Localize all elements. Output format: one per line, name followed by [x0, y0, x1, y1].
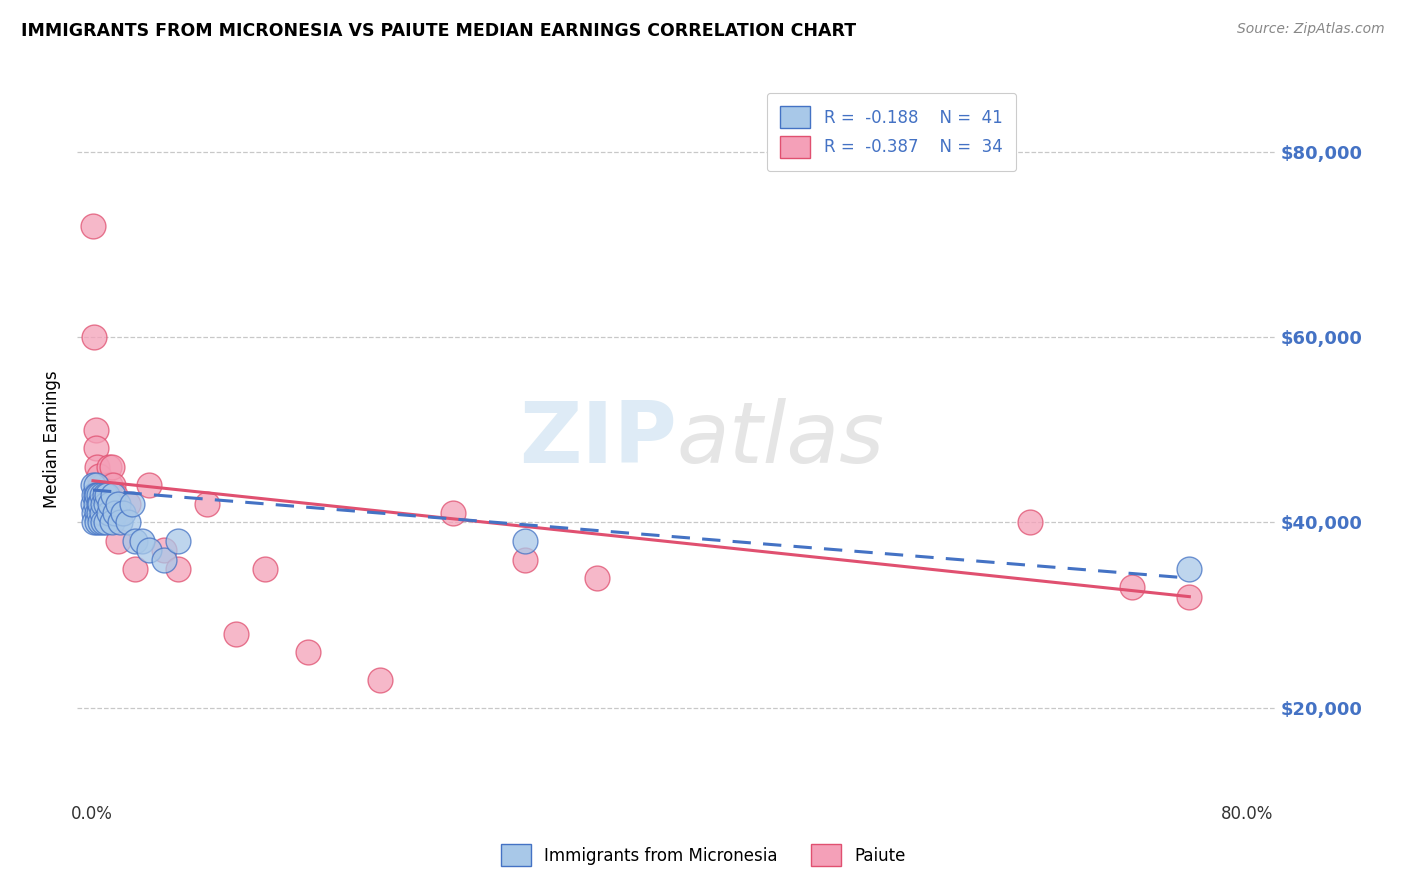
Point	[94, 488, 117, 502]
Legend: R =  -0.188    N =  41, R =  -0.387    N =  34: R = -0.188 N = 41, R = -0.387 N = 34	[768, 93, 1017, 171]
Y-axis label: Median Earnings: Median Earnings	[44, 370, 60, 508]
Point	[586, 571, 609, 585]
Point	[97, 459, 120, 474]
Text: IMMIGRANTS FROM MICRONESIA VS PAIUTE MEDIAN EARNINGS CORRELATION CHART: IMMIGRANTS FROM MICRONESIA VS PAIUTE MED…	[21, 22, 856, 40]
Point	[152, 552, 174, 566]
Point	[87, 506, 110, 520]
Point	[138, 543, 160, 558]
Point	[86, 506, 108, 520]
Point	[84, 497, 107, 511]
Point	[103, 478, 125, 492]
Point	[124, 534, 146, 549]
Point	[89, 516, 111, 530]
Point	[82, 497, 104, 511]
Text: Source: ZipAtlas.com: Source: ZipAtlas.com	[1237, 22, 1385, 37]
Point	[117, 497, 139, 511]
Point	[225, 626, 247, 640]
Point	[100, 516, 122, 530]
Point	[124, 562, 146, 576]
Point	[110, 506, 132, 520]
Point	[110, 516, 132, 530]
Point	[86, 488, 108, 502]
Point	[253, 562, 276, 576]
Point	[97, 506, 120, 520]
Point	[138, 478, 160, 492]
Point	[131, 534, 153, 549]
Point	[91, 516, 114, 530]
Point	[117, 516, 139, 530]
Point	[83, 516, 105, 530]
Point	[107, 497, 129, 511]
Point	[370, 673, 392, 687]
Point	[83, 506, 105, 520]
Point	[98, 497, 121, 511]
Point	[84, 478, 107, 492]
Point	[107, 534, 129, 549]
Point	[90, 488, 112, 502]
Point	[104, 488, 127, 502]
Point	[90, 488, 112, 502]
Point	[167, 534, 190, 549]
Point	[87, 488, 110, 502]
Point	[94, 497, 117, 511]
Point	[89, 478, 111, 492]
Point	[112, 506, 135, 520]
Point	[83, 330, 105, 344]
Point	[82, 478, 104, 492]
Point	[1178, 562, 1201, 576]
Point	[121, 497, 143, 511]
Point	[86, 459, 108, 474]
Point	[82, 219, 104, 233]
Legend: Immigrants from Micronesia, Paiute: Immigrants from Micronesia, Paiute	[488, 831, 918, 880]
Point	[1178, 590, 1201, 604]
Point	[103, 488, 125, 502]
Point	[93, 488, 115, 502]
Point	[297, 645, 319, 659]
Point	[1121, 580, 1143, 594]
Point	[83, 488, 105, 502]
Point	[86, 516, 108, 530]
Point	[89, 497, 111, 511]
Point	[96, 488, 118, 502]
Point	[195, 497, 218, 511]
Point	[513, 552, 536, 566]
Point	[91, 497, 114, 511]
Point	[84, 423, 107, 437]
Point	[104, 506, 127, 520]
Point	[84, 488, 107, 502]
Text: atlas: atlas	[676, 398, 884, 481]
Point	[98, 478, 121, 492]
Point	[167, 562, 190, 576]
Text: ZIP: ZIP	[519, 398, 676, 481]
Point	[91, 478, 114, 492]
Point	[513, 534, 536, 549]
Point	[100, 459, 122, 474]
Point	[90, 506, 112, 520]
Point	[152, 543, 174, 558]
Point	[87, 497, 110, 511]
Point	[441, 506, 464, 520]
Point	[1019, 516, 1042, 530]
Point	[87, 469, 110, 483]
Point	[94, 516, 117, 530]
Point	[84, 442, 107, 456]
Point	[93, 497, 115, 511]
